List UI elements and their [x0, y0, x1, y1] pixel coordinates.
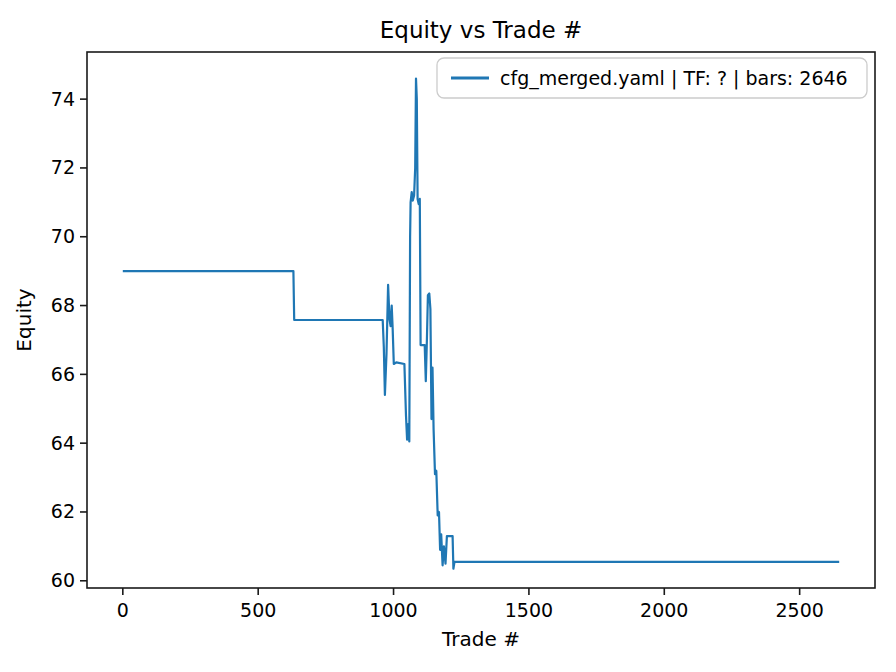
y-axis-label: Equity	[12, 288, 36, 351]
x-tick-label: 500	[240, 599, 276, 621]
y-tick-label: 70	[51, 225, 75, 247]
legend-label: cfg_merged.yaml | TF: ? | bars: 2646	[500, 67, 848, 90]
y-tick-label: 72	[51, 156, 75, 178]
x-tick-label: 1500	[505, 599, 553, 621]
x-axis-label: Trade #	[441, 627, 520, 651]
y-tick-label: 62	[51, 500, 75, 522]
y-tick-label: 64	[51, 432, 75, 454]
y-tick-label: 68	[51, 294, 75, 316]
equity-chart: 0 500 1000 1500 2000 2500 60 62 64 66 68 70 72 74 Eq…	[0, 0, 896, 672]
x-tick-label: 2500	[775, 599, 823, 621]
chart-title: Equity vs Trade #	[380, 17, 583, 43]
y-tick-label: 74	[51, 88, 75, 110]
plot-area	[87, 52, 875, 588]
legend: cfg_merged.yaml | TF: ? | bars: 2646	[437, 58, 867, 98]
y-axis-ticks: 60 62 64 66 68 70 72 74	[51, 88, 87, 592]
equity-line	[123, 79, 839, 569]
figure-canvas: 0 500 1000 1500 2000 2500 60 62 64 66 68 70 72 74 Eq…	[0, 0, 896, 672]
x-tick-label: 1000	[369, 599, 417, 621]
x-axis-ticks: 0 500 1000 1500 2000 2500	[117, 588, 824, 621]
x-tick-label: 0	[117, 599, 129, 621]
y-tick-label: 60	[51, 569, 75, 591]
x-tick-label: 2000	[640, 599, 688, 621]
y-tick-label: 66	[51, 363, 75, 385]
